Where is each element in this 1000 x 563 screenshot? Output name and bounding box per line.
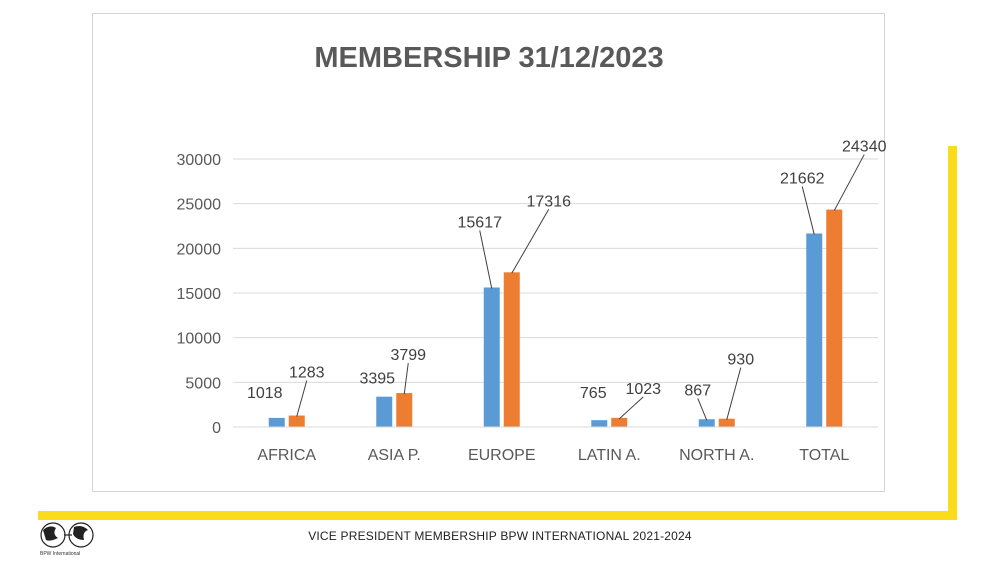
bar — [826, 209, 843, 427]
chart-frame: MEMBERSHIP 31/12/2023 1018 1283 3395 3799 15… — [92, 13, 887, 492]
data-label-leader — [296, 380, 308, 417]
bar — [611, 417, 628, 427]
y-tick-label: 10000 — [177, 331, 222, 348]
y-tick-label: 30000 — [177, 152, 222, 169]
data-label-leader — [479, 230, 493, 289]
data-label: 17316 — [527, 193, 572, 210]
data-label-leader — [403, 362, 409, 395]
x-tick-label: ASIA P. — [368, 447, 421, 464]
bar — [698, 419, 715, 427]
data-label: 3799 — [390, 347, 426, 364]
bar — [396, 393, 413, 427]
y-tick-label: 15000 — [177, 286, 222, 303]
bar — [288, 415, 305, 427]
footer-caption: VICE PRESIDENT MEMBERSHIP BPW INTERNATIO… — [308, 529, 692, 543]
bar — [268, 417, 285, 427]
data-label: 930 — [727, 352, 754, 369]
data-label: 21662 — [780, 170, 825, 187]
x-tick-label: EUROPE — [468, 447, 536, 464]
bar — [503, 272, 520, 427]
x-tick-label: LATIN A. — [578, 447, 641, 464]
data-label: 765 — [580, 385, 607, 402]
bar-chart: MEMBERSHIP 31/12/2023 1018 1283 3395 3799 15… — [177, 42, 887, 464]
data-label-leader — [801, 186, 815, 235]
data-label: 15617 — [458, 214, 503, 231]
data-label-leader — [697, 398, 708, 421]
data-label: 867 — [684, 382, 711, 399]
data-label: 3395 — [359, 371, 395, 388]
yellow-accent-horizontal — [38, 511, 957, 520]
bar — [806, 233, 823, 427]
x-tick-label: TOTAL — [799, 447, 849, 464]
bar — [718, 418, 735, 427]
data-label: 1018 — [247, 385, 283, 402]
data-label-leader — [833, 154, 865, 211]
globe-logo-icon — [40, 522, 94, 548]
y-tick-label: 25000 — [177, 197, 222, 214]
bar — [591, 420, 608, 427]
data-label: 1023 — [625, 381, 661, 398]
x-tick-label: AFRICA — [257, 447, 316, 464]
data-label: 1283 — [289, 365, 325, 382]
y-tick-label: 20000 — [177, 241, 222, 258]
logo-text: BPW International — [40, 551, 81, 557]
yellow-accent-vertical — [948, 146, 957, 520]
data-label-leader — [726, 367, 742, 420]
bar — [376, 396, 393, 427]
chart-title: MEMBERSHIP 31/12/2023 — [314, 42, 663, 74]
bar — [483, 287, 500, 427]
x-tick-label: NORTH A. — [679, 447, 754, 464]
data-label-leader — [618, 396, 644, 420]
data-label-leader — [511, 209, 550, 274]
data-label: 24340 — [842, 139, 886, 156]
y-tick-label: 0 — [212, 420, 221, 437]
y-tick-label: 5000 — [185, 375, 221, 392]
